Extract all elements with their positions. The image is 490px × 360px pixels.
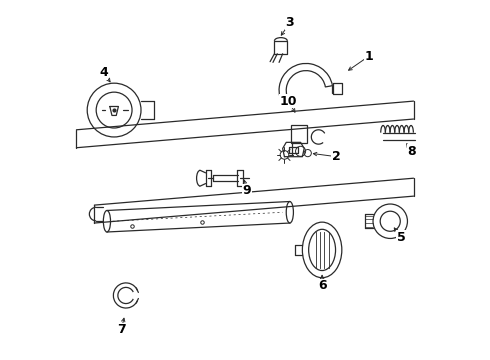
Text: 1: 1 — [365, 50, 373, 63]
Text: 6: 6 — [318, 279, 326, 292]
Text: 7: 7 — [117, 323, 125, 336]
Text: 8: 8 — [408, 145, 416, 158]
Text: 4: 4 — [99, 66, 108, 79]
Text: 2: 2 — [332, 150, 341, 163]
Ellipse shape — [286, 202, 294, 223]
Text: 3: 3 — [286, 17, 294, 30]
Ellipse shape — [103, 211, 111, 232]
Text: 9: 9 — [243, 184, 251, 197]
Text: 10: 10 — [279, 95, 297, 108]
Text: 5: 5 — [396, 231, 405, 244]
